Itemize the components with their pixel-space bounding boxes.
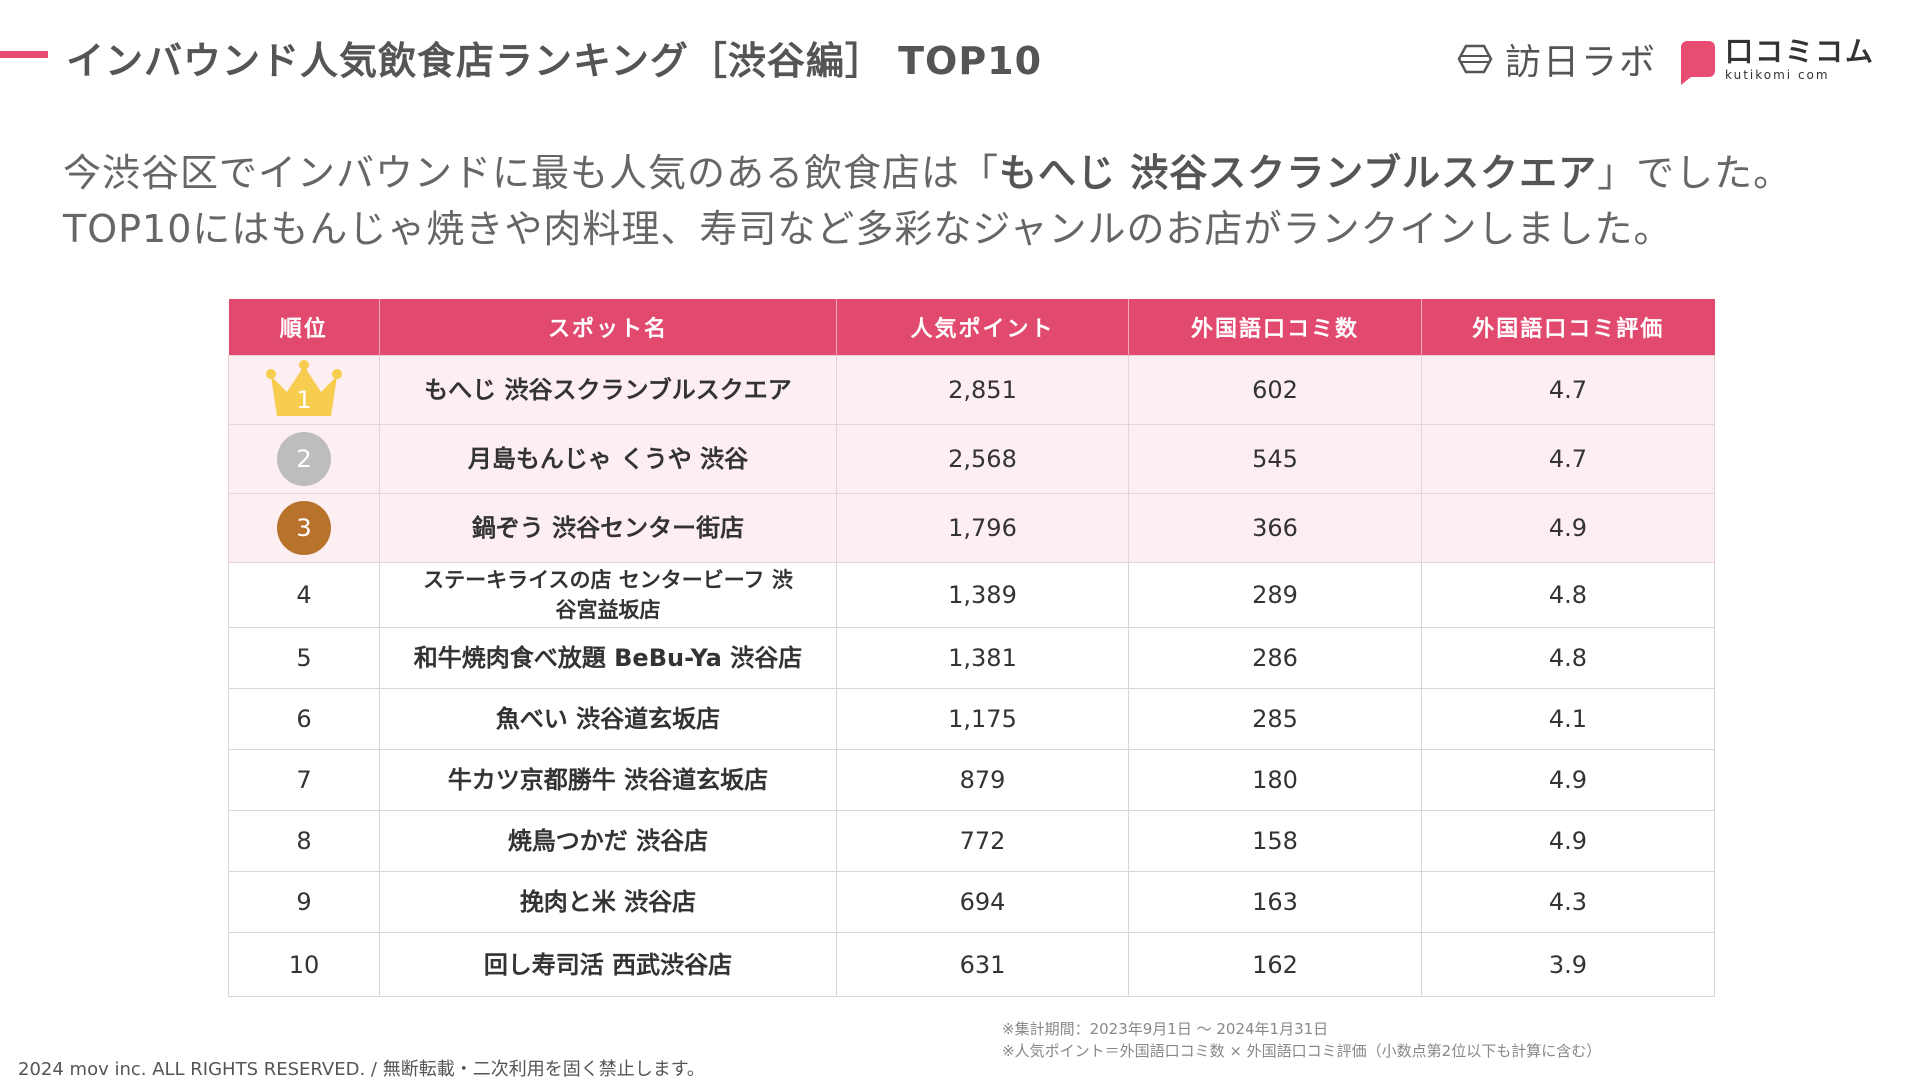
- review-count-cell: 163: [1129, 872, 1422, 933]
- header-spot-name: スポット名: [380, 299, 837, 356]
- lead-text: 今渋谷区でインバウンドに最も人気のある飲食店は「もへじ 渋谷スクランブルスクエア…: [63, 145, 1792, 257]
- points-cell: 694: [837, 872, 1129, 933]
- spot-name: 牛カツ京都勝牛 渋谷道玄坂店: [380, 750, 837, 811]
- kutikomi-logo: 口コミコム kutikomi com: [1681, 38, 1875, 81]
- review-count-cell: 285: [1129, 689, 1422, 750]
- lead-line1-post: 」でした。: [1597, 151, 1792, 195]
- table-row: 9 挽肉と米 渋谷店 694 163 4.3: [229, 872, 1715, 933]
- points-cell: 1,389: [837, 563, 1129, 628]
- header-points: 人気ポイント: [837, 299, 1129, 356]
- rating-cell: 4.9: [1422, 494, 1715, 563]
- rank-cell: 4: [229, 563, 380, 628]
- review-count-cell: 158: [1129, 811, 1422, 872]
- header-review-count: 外国語口コミ数: [1129, 299, 1422, 356]
- table-row: 6 魚べい 渋谷道玄坂店 1,175 285 4.1: [229, 689, 1715, 750]
- review-count-cell: 602: [1129, 356, 1422, 425]
- lead-line1-pre: 今渋谷区でインバウンドに最も人気のある飲食店は「: [63, 151, 999, 195]
- points-cell: 1,175: [837, 689, 1129, 750]
- table-row: 10 回し寿司活 西武渋谷店 631 162 3.9: [229, 933, 1715, 997]
- rank-cell: 7: [229, 750, 380, 811]
- footnotes: ※集計期間：2023年9月1日 〜 2024年1月31日 ※人気ポイント＝外国語…: [1002, 1018, 1601, 1062]
- points-cell: 2,851: [837, 356, 1129, 425]
- accent-bar: [0, 51, 48, 58]
- rank-cell: 8: [229, 811, 380, 872]
- honichi-lab-icon: [1455, 42, 1495, 76]
- review-count-cell: 162: [1129, 933, 1422, 997]
- spot-name: ステーキライスの店 センタービーフ 渋谷宮益坂店: [380, 563, 837, 628]
- spot-name: 月島もんじゃ くうや 渋谷: [380, 425, 837, 494]
- table-row: 8 焼鳥つかだ 渋谷店 772 158 4.9: [229, 811, 1715, 872]
- rating-cell: 4.7: [1422, 356, 1715, 425]
- spot-name: 回し寿司活 西武渋谷店: [380, 933, 837, 997]
- page-title: インバウンド人気飲食店ランキング［渋谷編］ TOP10: [66, 30, 1042, 85]
- honichi-lab-logo-text: 訪日ラボ: [1505, 33, 1657, 85]
- footnote-period: ※集計期間：2023年9月1日 〜 2024年1月31日: [1002, 1018, 1601, 1040]
- table-row: 4 ステーキライスの店 センタービーフ 渋谷宮益坂店 1,389 289 4.8: [229, 563, 1715, 628]
- table-row: 1 もへじ 渋谷スクランブルスクエア 2,851 602 4.7: [229, 356, 1715, 425]
- points-cell: 1,796: [837, 494, 1129, 563]
- rating-cell: 4.8: [1422, 628, 1715, 689]
- rank-cell: 10: [229, 933, 380, 997]
- lead-line2: TOP10にはもんじゃ焼きや肉料理、寿司など多彩なジャンルのお店がランクインしま…: [63, 201, 1792, 257]
- spot-name: 魚べい 渋谷道玄坂店: [380, 689, 837, 750]
- rank-cell: 2: [229, 425, 380, 494]
- rating-cell: 4.9: [1422, 811, 1715, 872]
- bronze-medal-icon: 3: [277, 501, 331, 555]
- table-header-row: 順位 スポット名 人気ポイント 外国語口コミ数 外国語口コミ評価: [229, 299, 1715, 356]
- review-count-cell: 289: [1129, 563, 1422, 628]
- rating-cell: 4.8: [1422, 563, 1715, 628]
- rating-cell: 3.9: [1422, 933, 1715, 997]
- footnote-formula: ※人気ポイント＝外国語口コミ数 × 外国語口コミ評価（小数点第2位以下も計算に含…: [1002, 1040, 1601, 1062]
- spot-name: 和牛焼肉食べ放題 BeBu-Ya 渋谷店: [380, 628, 837, 689]
- copyright: 2024 mov inc. ALL RIGHTS RESERVED. / 無断転…: [18, 1055, 705, 1081]
- kutikomi-logo-text: 口コミコム: [1725, 38, 1875, 66]
- spot-name: 焼鳥つかだ 渋谷店: [380, 811, 837, 872]
- table-row: 5 和牛焼肉食べ放題 BeBu-Ya 渋谷店 1,381 286 4.8: [229, 628, 1715, 689]
- rank-number: 1: [265, 386, 343, 414]
- kutikomi-mark-icon: [1681, 41, 1715, 77]
- rank-cell: 9: [229, 872, 380, 933]
- rank-cell: 3: [229, 494, 380, 563]
- rank-cell: 1: [229, 356, 380, 425]
- rank-cell: 5: [229, 628, 380, 689]
- honichi-lab-logo: 訪日ラボ: [1455, 33, 1657, 85]
- spot-name: もへじ 渋谷スクランブルスクエア: [380, 356, 837, 425]
- points-cell: 772: [837, 811, 1129, 872]
- rating-cell: 4.1: [1422, 689, 1715, 750]
- points-cell: 631: [837, 933, 1129, 997]
- review-count-cell: 180: [1129, 750, 1422, 811]
- table-row: 7 牛カツ京都勝牛 渋谷道玄坂店 879 180 4.9: [229, 750, 1715, 811]
- header-rank: 順位: [229, 299, 380, 356]
- kutikomi-logo-subtext: kutikomi com: [1725, 69, 1875, 81]
- points-cell: 2,568: [837, 425, 1129, 494]
- header-review-rating: 外国語口コミ評価: [1422, 299, 1715, 356]
- review-count-cell: 286: [1129, 628, 1422, 689]
- rating-cell: 4.7: [1422, 425, 1715, 494]
- ranking-table: 順位 スポット名 人気ポイント 外国語口コミ数 外国語口コミ評価 1 もへじ 渋…: [228, 299, 1715, 997]
- logos: 訪日ラボ 口コミコム kutikomi com: [1455, 34, 1875, 84]
- points-cell: 879: [837, 750, 1129, 811]
- table-row: 3 鍋ぞう 渋谷センター街店 1,796 366 4.9: [229, 494, 1715, 563]
- silver-medal-icon: 2: [277, 432, 331, 486]
- spot-name: 鍋ぞう 渋谷センター街店: [380, 494, 837, 563]
- rating-cell: 4.3: [1422, 872, 1715, 933]
- review-count-cell: 366: [1129, 494, 1422, 563]
- gold-crown-icon: 1: [265, 360, 343, 420]
- rank-cell: 6: [229, 689, 380, 750]
- points-cell: 1,381: [837, 628, 1129, 689]
- spot-name: 挽肉と米 渋谷店: [380, 872, 837, 933]
- lead-line1-highlight: もへじ 渋谷スクランブルスクエア: [999, 151, 1597, 195]
- table-row: 2 月島もんじゃ くうや 渋谷 2,568 545 4.7: [229, 425, 1715, 494]
- review-count-cell: 545: [1129, 425, 1422, 494]
- rating-cell: 4.9: [1422, 750, 1715, 811]
